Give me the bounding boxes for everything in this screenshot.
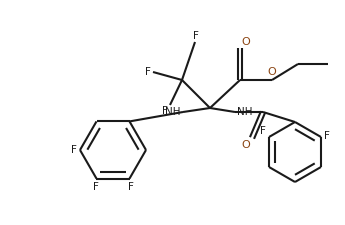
Text: F: F — [145, 67, 151, 77]
Text: F: F — [193, 31, 199, 41]
Text: O: O — [268, 67, 276, 77]
Text: F: F — [92, 182, 98, 191]
Text: O: O — [241, 140, 250, 150]
Text: F: F — [324, 131, 330, 141]
Text: F: F — [260, 126, 266, 136]
Text: F: F — [128, 182, 134, 191]
Text: NH: NH — [166, 107, 181, 117]
Text: F: F — [71, 145, 77, 155]
Text: O: O — [241, 37, 250, 47]
Text: F: F — [162, 106, 168, 116]
Text: NH: NH — [237, 107, 253, 117]
